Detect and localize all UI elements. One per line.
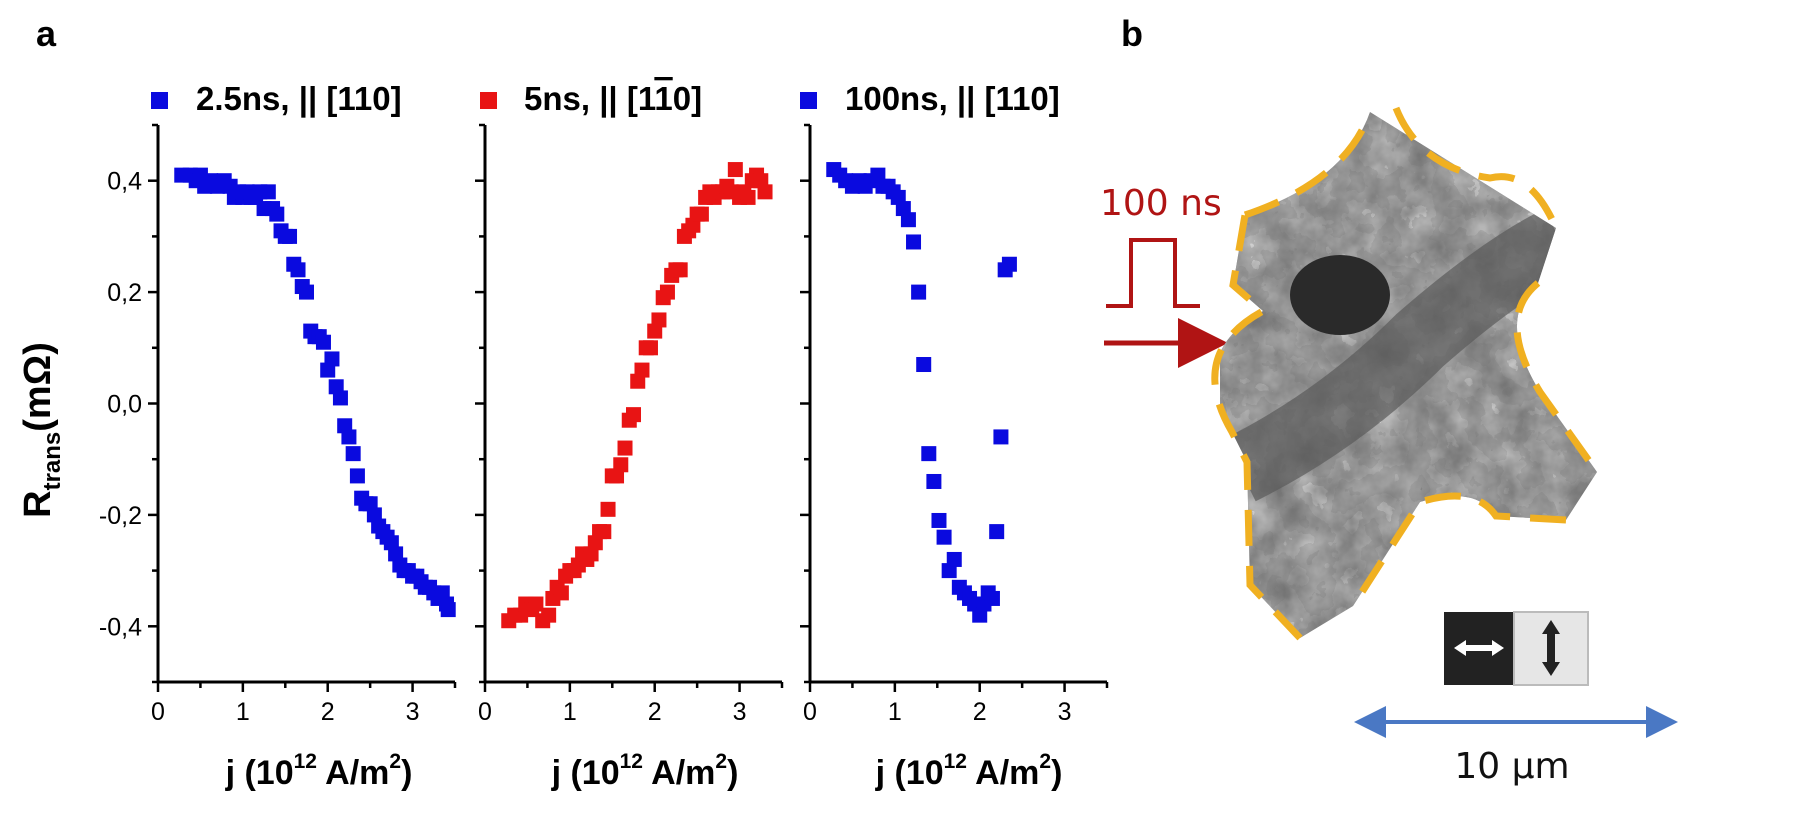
data-point: [672, 262, 688, 278]
data-point: [349, 468, 365, 484]
data-point: [626, 407, 641, 423]
legend-text-1: 2.5ns, || [110]: [196, 80, 402, 117]
y-tick-label: -0,4: [99, 613, 142, 641]
x-tick-label: 3: [406, 698, 420, 726]
x-tick-label: 1: [563, 698, 577, 726]
x-tick-label: 3: [733, 698, 747, 726]
legend-marker-3: [800, 92, 817, 109]
xmcd-peem-image: [1211, 106, 1600, 641]
panel-1: 0,4 0,2 0,0 -0,2 -0,4 0 1 2 3: [99, 123, 457, 726]
x-tick-label: 1: [888, 698, 902, 726]
data-point: [989, 524, 1005, 540]
data-point: [324, 351, 340, 367]
data-point: [926, 473, 942, 489]
x-axis-label-1: j (1012 A/m2): [225, 750, 413, 792]
x-tick-label: 2: [648, 698, 662, 726]
data-point: [332, 390, 348, 406]
legend-marker-1: [151, 92, 168, 109]
data-point: [440, 602, 456, 618]
data-point: [341, 429, 357, 445]
data-point: [651, 312, 667, 328]
x-tick-label: 2: [973, 698, 987, 726]
legend-text-3: 100ns, || [110]: [845, 80, 1060, 117]
data-point: [600, 501, 616, 517]
data-point: [727, 162, 743, 178]
y-tick-label: -0,2: [99, 502, 142, 530]
data-point: [984, 590, 1000, 606]
y-axis-label: Rtrans(mΩ): [17, 342, 66, 518]
data-point: [693, 206, 709, 222]
dark-domain: [1290, 255, 1390, 335]
contrast-icons: [1444, 611, 1589, 686]
legend-marker-2: [480, 92, 497, 109]
data-point: [921, 446, 937, 462]
x-tick-label: 1: [236, 698, 250, 726]
x-tick-label: 2: [321, 698, 335, 726]
data-point: [642, 340, 658, 356]
pulse-duration-label: 100 ns: [1100, 183, 1222, 224]
x-tick-label: 0: [803, 698, 817, 726]
data-point: [617, 440, 633, 456]
panel-a-label: a: [36, 13, 57, 54]
panel-3: 0 1 2 3: [800, 123, 1109, 726]
scale-bar-label: 10 μm: [1454, 746, 1569, 787]
x-tick-label: 0: [151, 698, 165, 726]
data-point: [1001, 256, 1017, 272]
scatter-panels: 0,4 0,2 0,0 -0,2 -0,4 0 1 2 3 0 1 2 3 0 1 2 3: [99, 123, 1109, 726]
x-axis-label-2: j (1012 A/m2): [551, 750, 739, 792]
data-point: [315, 334, 331, 350]
data-point: [345, 446, 361, 462]
data-point: [553, 585, 569, 601]
legend-panel-1: 2.5ns, || [110]: [151, 80, 402, 117]
data-point: [596, 524, 612, 540]
data-point: [931, 512, 947, 528]
data-point: [900, 212, 916, 228]
data-point: [916, 357, 932, 373]
data-point: [740, 189, 756, 205]
data-point: [290, 262, 306, 278]
y-tick-label: 0,4: [107, 168, 142, 196]
data-point: [282, 228, 298, 244]
data-point: [299, 284, 314, 300]
pulse-shape-icon: [1106, 238, 1200, 308]
data-point: [260, 184, 276, 200]
data-point: [946, 551, 962, 567]
x-tick-label: 0: [478, 698, 492, 726]
data-point: [528, 596, 544, 612]
panel-2: 0 1 2 3: [475, 123, 784, 726]
data-point: [936, 529, 952, 545]
data-point: [659, 284, 675, 300]
data-point: [634, 362, 650, 378]
y-tick-label: 0,0: [107, 391, 142, 419]
data-point: [911, 284, 927, 300]
panel-b-label: b: [1121, 13, 1143, 54]
legend-panel-2: 5ns, || [110]: [480, 80, 702, 117]
data-point: [541, 607, 557, 623]
data-point: [269, 206, 285, 222]
legend-panel-3: 100ns, || [110]: [800, 80, 1060, 117]
data-point: [993, 429, 1009, 445]
x-tick-label: 3: [1058, 698, 1072, 726]
device-outline: [1211, 106, 1600, 641]
x-axis-label-3: j (1012 A/m2): [875, 750, 1063, 792]
data-point: [906, 234, 922, 250]
data-point: [613, 457, 629, 473]
legend-text-2: 5ns, || [110]: [524, 80, 702, 117]
y-tick-label: 0,2: [107, 279, 142, 307]
data-point: [757, 184, 773, 200]
